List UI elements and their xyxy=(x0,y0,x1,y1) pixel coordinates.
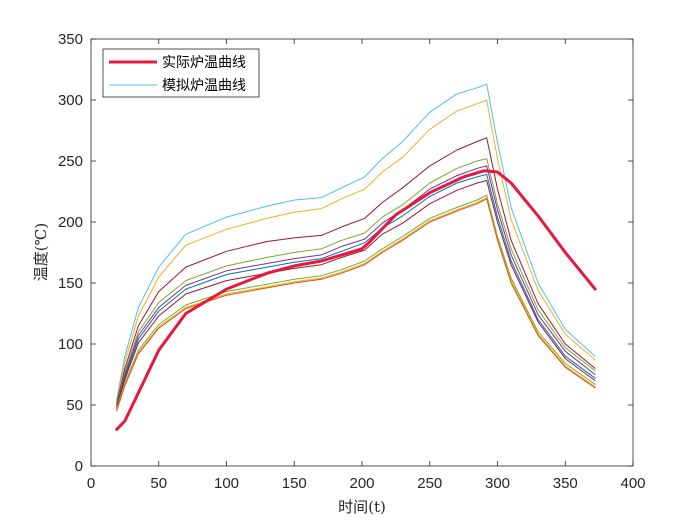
y-axis-label: 温度(℃) xyxy=(32,223,50,281)
series-line-simulated-1 xyxy=(116,83,596,400)
x-tick-label: 150 xyxy=(282,475,307,492)
series-line-simulated-2 xyxy=(116,99,596,402)
series-line-simulated-3 xyxy=(116,137,596,405)
y-tick-label: 0 xyxy=(75,458,83,475)
plot-area xyxy=(91,39,633,466)
series-line-simulated-7 xyxy=(116,180,596,408)
legend-label-simulated: 模拟炉温曲线 xyxy=(162,78,246,94)
x-tick-label: 400 xyxy=(620,475,645,492)
x-axis-label: 时间(t) xyxy=(338,498,386,516)
y-tick-label: 100 xyxy=(58,336,83,353)
y-tick-label: 200 xyxy=(58,214,83,231)
series-line-simulated-8 xyxy=(116,194,596,410)
x-tick-label: 300 xyxy=(485,475,510,492)
series-line-simulated-9 xyxy=(116,197,596,411)
series-line-simulated-5 xyxy=(116,165,596,406)
y-tick-label: 150 xyxy=(58,275,83,292)
series-line-simulated-6 xyxy=(116,173,596,407)
y-tick-label: 350 xyxy=(58,31,83,48)
y-tick-label: 250 xyxy=(58,153,83,170)
x-tick-label: 250 xyxy=(417,475,442,492)
x-tick-label: 50 xyxy=(150,475,167,492)
series-layer xyxy=(115,83,597,431)
series-line-simulated-4 xyxy=(116,158,596,406)
legend: 实际炉温曲线 模拟炉温曲线 xyxy=(102,48,260,98)
legend-label-actual: 实际炉温曲线 xyxy=(162,55,246,71)
x-tick-label: 350 xyxy=(553,475,578,492)
x-tick-label: 100 xyxy=(214,475,239,492)
tick-layer: 0 50 100 150 200 250 300 350 400 0 50 100 150 200 250 3… xyxy=(58,31,646,492)
y-tick-label: 300 xyxy=(58,92,83,109)
y-tick-label: 50 xyxy=(66,397,83,414)
x-tick-label: 200 xyxy=(349,475,374,492)
series-line-simulated-10 xyxy=(116,198,596,412)
series-line-actual xyxy=(115,169,597,431)
x-tick-label: 0 xyxy=(87,475,95,492)
legend-box xyxy=(102,48,260,98)
